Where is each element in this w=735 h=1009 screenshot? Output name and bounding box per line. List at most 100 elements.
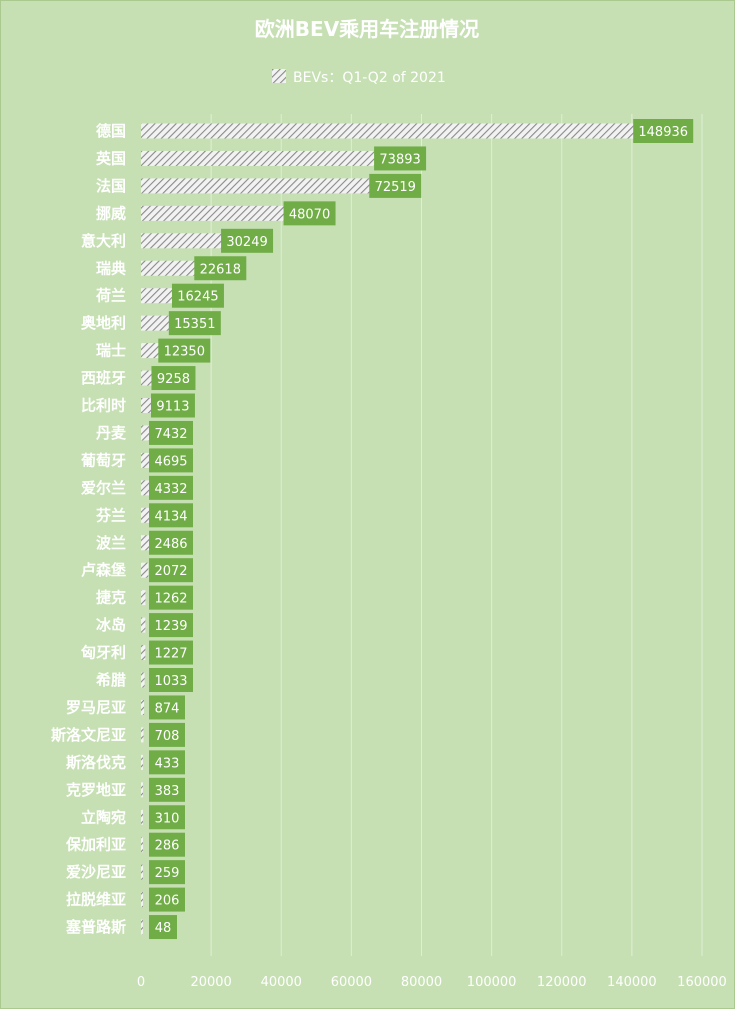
value-label-box bbox=[149, 860, 185, 885]
value-label-box bbox=[149, 448, 193, 473]
value-label-box bbox=[149, 668, 193, 692]
category-label: 塞普路斯 bbox=[66, 918, 126, 936]
bar bbox=[141, 645, 146, 661]
bar bbox=[141, 892, 143, 908]
value-label: 73893 bbox=[379, 152, 420, 167]
bar bbox=[141, 754, 143, 770]
legend: BEVs：Q1-Q2 of 2021 bbox=[272, 69, 446, 86]
bar bbox=[141, 672, 145, 688]
value-label-box bbox=[149, 420, 193, 445]
x-tick-label: 140000 bbox=[607, 975, 657, 990]
value-label: 12350 bbox=[164, 345, 205, 360]
value-label: 72519 bbox=[375, 180, 416, 195]
value-label: 15351 bbox=[174, 317, 215, 332]
category-label: 西班牙 bbox=[81, 369, 126, 387]
category-label: 奥地利 bbox=[81, 314, 126, 332]
value-label: 148936 bbox=[638, 125, 688, 140]
category-label: 意大利 bbox=[81, 232, 126, 250]
value-label-box bbox=[149, 530, 193, 555]
bar bbox=[141, 562, 149, 578]
value-label-box bbox=[221, 228, 274, 253]
legend-entry: BEVs：Q1-Q2 of 2021 bbox=[293, 70, 446, 86]
x-tick-label: 80000 bbox=[401, 975, 442, 990]
category-label: 拉脱维亚 bbox=[66, 891, 126, 909]
value-label: 4332 bbox=[154, 482, 187, 497]
bar bbox=[141, 535, 150, 551]
bar bbox=[141, 590, 146, 606]
value-label-box bbox=[168, 311, 221, 336]
value-label-box bbox=[149, 613, 193, 638]
value-label-box bbox=[283, 201, 336, 226]
bar bbox=[141, 919, 143, 935]
bar bbox=[141, 617, 146, 633]
category-labels: 德国英国法国挪威意大利瑞典荷兰奥地利瑞士西班牙比利时丹麦葡萄牙爱尔兰芬兰波兰卢森… bbox=[51, 122, 127, 936]
legend-swatch bbox=[272, 69, 286, 83]
category-label: 挪威 bbox=[96, 204, 126, 222]
value-label: 9258 bbox=[157, 372, 190, 387]
value-label-box bbox=[150, 393, 195, 418]
bar bbox=[141, 233, 248, 249]
category-label: 丹麦 bbox=[96, 424, 127, 442]
bar bbox=[141, 864, 143, 880]
value-label: 1239 bbox=[154, 619, 187, 634]
x-axis-ticks: 0 20000 40000 60000 80000 100000 120000 140000 1… bbox=[137, 975, 727, 990]
value-label: 1227 bbox=[154, 647, 187, 662]
category-label: 芬兰 bbox=[96, 506, 126, 524]
value-label: 1033 bbox=[154, 674, 187, 689]
value-label: 433 bbox=[155, 756, 180, 771]
value-label-box bbox=[149, 722, 185, 747]
value-label-box bbox=[149, 503, 193, 528]
category-label: 希腊 bbox=[96, 671, 126, 689]
value-label: 708 bbox=[155, 729, 180, 744]
category-label: 罗马尼亚 bbox=[66, 698, 126, 716]
bars bbox=[141, 123, 664, 935]
x-tick-label: 100000 bbox=[467, 975, 517, 990]
category-label: 葡萄牙 bbox=[80, 451, 126, 469]
value-label-box bbox=[171, 283, 224, 308]
value-label-box bbox=[149, 832, 185, 857]
category-label: 立陶宛 bbox=[81, 808, 126, 826]
value-label-box bbox=[149, 475, 193, 500]
value-label-box bbox=[633, 119, 694, 143]
value-label: 22618 bbox=[200, 262, 241, 277]
value-label-box bbox=[149, 750, 185, 775]
value-label: 4695 bbox=[154, 454, 187, 469]
category-label: 荷兰 bbox=[96, 287, 126, 305]
x-tick-label: 120000 bbox=[537, 975, 587, 990]
value-label: 4134 bbox=[154, 509, 187, 524]
value-label: 874 bbox=[155, 701, 180, 716]
value-label-box bbox=[149, 585, 193, 610]
value-label-box bbox=[149, 887, 185, 912]
bar bbox=[141, 782, 143, 798]
category-label: 冰岛 bbox=[96, 616, 126, 634]
bar bbox=[141, 699, 145, 715]
category-label: 克罗地亚 bbox=[66, 781, 126, 799]
bar bbox=[141, 150, 401, 166]
value-label: 48 bbox=[155, 921, 172, 936]
bar bbox=[141, 123, 664, 139]
category-label: 捷克 bbox=[96, 589, 126, 607]
value-label-box bbox=[149, 640, 193, 665]
value-label: 383 bbox=[155, 784, 180, 799]
x-tick-label: 160000 bbox=[677, 975, 727, 990]
value-label: 30249 bbox=[226, 235, 267, 250]
bar bbox=[141, 809, 143, 825]
category-label: 爱沙尼亚 bbox=[66, 863, 126, 881]
category-label: 波兰 bbox=[96, 534, 126, 552]
bar bbox=[141, 205, 310, 221]
value-label-box bbox=[374, 146, 427, 171]
category-label: 匈牙利 bbox=[81, 644, 126, 662]
bar bbox=[141, 727, 144, 743]
value-labels: 148936 73893 72519 48070 30249 22618 16245 1535… bbox=[149, 119, 694, 940]
value-label-box bbox=[369, 173, 422, 198]
x-tick-label: 40000 bbox=[261, 975, 302, 990]
value-label-box bbox=[149, 915, 177, 940]
category-label: 瑞典 bbox=[96, 259, 126, 277]
category-label: 保加利亚 bbox=[65, 836, 126, 854]
value-label: 7432 bbox=[154, 427, 187, 442]
category-label: 英国 bbox=[96, 149, 126, 167]
category-label: 爱尔兰 bbox=[81, 479, 126, 497]
category-label: 斯洛文尼亚 bbox=[51, 726, 126, 744]
